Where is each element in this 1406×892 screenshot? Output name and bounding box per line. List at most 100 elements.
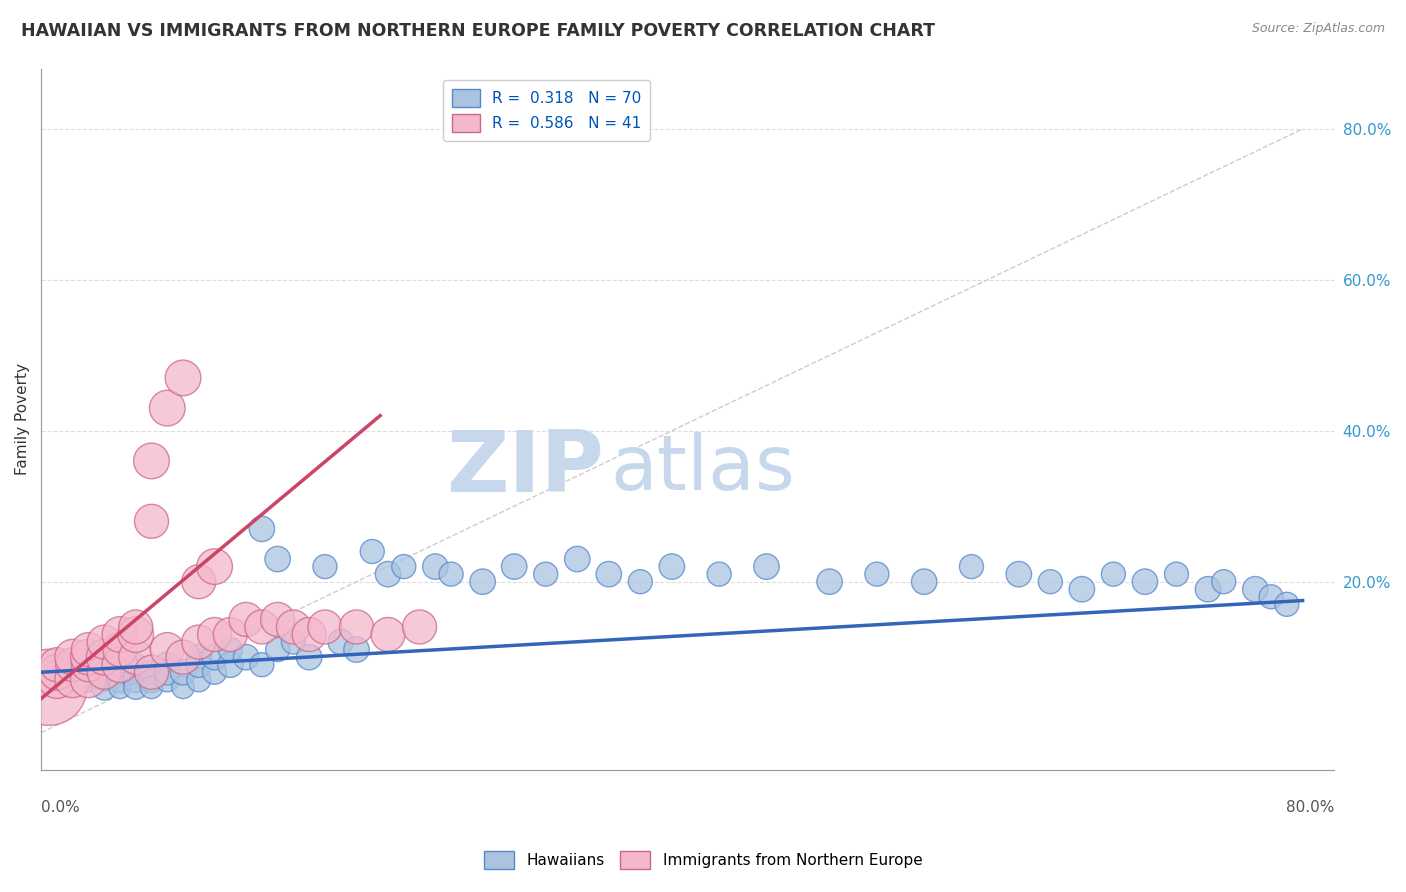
Point <box>235 612 257 626</box>
Point <box>77 673 100 687</box>
Point <box>755 559 778 574</box>
Point <box>204 650 226 665</box>
Point <box>125 673 148 687</box>
Point <box>503 559 526 574</box>
Point <box>93 673 115 687</box>
Point <box>346 642 368 657</box>
Point <box>141 681 163 695</box>
Point <box>661 559 683 574</box>
Point <box>204 559 226 574</box>
Point <box>108 681 131 695</box>
Point <box>204 665 226 680</box>
Point <box>866 567 889 582</box>
Point <box>1166 567 1188 582</box>
Point <box>156 657 179 672</box>
Text: HAWAIIAN VS IMMIGRANTS FROM NORTHERN EUROPE FAMILY POVERTY CORRELATION CHART: HAWAIIAN VS IMMIGRANTS FROM NORTHERN EUR… <box>21 22 935 40</box>
Legend: Hawaiians, Immigrants from Northern Europe: Hawaiians, Immigrants from Northern Euro… <box>478 845 928 875</box>
Point <box>141 454 163 468</box>
Y-axis label: Family Poverty: Family Poverty <box>15 363 30 475</box>
Point <box>45 657 67 672</box>
Point <box>1275 597 1298 611</box>
Point <box>1197 582 1219 597</box>
Point <box>45 673 67 687</box>
Point <box>329 635 352 649</box>
Text: 0.0%: 0.0% <box>41 800 80 815</box>
Point <box>912 574 935 589</box>
Point <box>219 642 242 657</box>
Point <box>93 635 115 649</box>
Point <box>77 657 100 672</box>
Point <box>534 567 557 582</box>
Text: 80.0%: 80.0% <box>1286 800 1334 815</box>
Point <box>392 559 415 574</box>
Point <box>219 627 242 641</box>
Point <box>1212 574 1234 589</box>
Point <box>471 574 494 589</box>
Point <box>298 650 321 665</box>
Point <box>172 665 194 680</box>
Point <box>62 657 84 672</box>
Point <box>62 673 84 687</box>
Point <box>93 665 115 680</box>
Point <box>108 627 131 641</box>
Point <box>172 650 194 665</box>
Point <box>440 567 463 582</box>
Text: atlas: atlas <box>610 432 794 506</box>
Point <box>377 567 399 582</box>
Point <box>377 627 399 641</box>
Point <box>1244 582 1267 597</box>
Point <box>1102 567 1125 582</box>
Point <box>346 620 368 634</box>
Point <box>77 650 100 665</box>
Point <box>187 635 209 649</box>
Point <box>709 567 731 582</box>
Point <box>38 681 60 695</box>
Point <box>141 665 163 680</box>
Point <box>425 559 447 574</box>
Point <box>1260 590 1282 604</box>
Point <box>156 665 179 680</box>
Text: Source: ZipAtlas.com: Source: ZipAtlas.com <box>1251 22 1385 36</box>
Point <box>250 620 273 634</box>
Point <box>408 620 430 634</box>
Point <box>187 650 209 665</box>
Point <box>77 665 100 680</box>
Point <box>108 665 131 680</box>
Point <box>266 642 288 657</box>
Point <box>141 673 163 687</box>
Point <box>108 657 131 672</box>
Point <box>314 559 336 574</box>
Point <box>250 657 273 672</box>
Point <box>172 371 194 385</box>
Point <box>108 642 131 657</box>
Point <box>141 514 163 528</box>
Point <box>45 665 67 680</box>
Point <box>1070 582 1092 597</box>
Point <box>93 657 115 672</box>
Point <box>125 665 148 680</box>
Point <box>93 650 115 665</box>
Point <box>250 522 273 536</box>
Point <box>93 681 115 695</box>
Text: ZIP: ZIP <box>446 427 603 510</box>
Point <box>125 620 148 634</box>
Point <box>598 567 620 582</box>
Point <box>266 552 288 566</box>
Point <box>628 574 651 589</box>
Point <box>125 657 148 672</box>
Point <box>77 673 100 687</box>
Point <box>1133 574 1156 589</box>
Point <box>266 612 288 626</box>
Legend: R =  0.318   N = 70, R =  0.586   N = 41: R = 0.318 N = 70, R = 0.586 N = 41 <box>443 79 651 142</box>
Point <box>567 552 589 566</box>
Point <box>125 627 148 641</box>
Point <box>235 650 257 665</box>
Point <box>156 401 179 416</box>
Point <box>172 681 194 695</box>
Point <box>1039 574 1062 589</box>
Point <box>283 635 305 649</box>
Point <box>1008 567 1031 582</box>
Point <box>361 544 384 558</box>
Point <box>283 620 305 634</box>
Point <box>156 642 179 657</box>
